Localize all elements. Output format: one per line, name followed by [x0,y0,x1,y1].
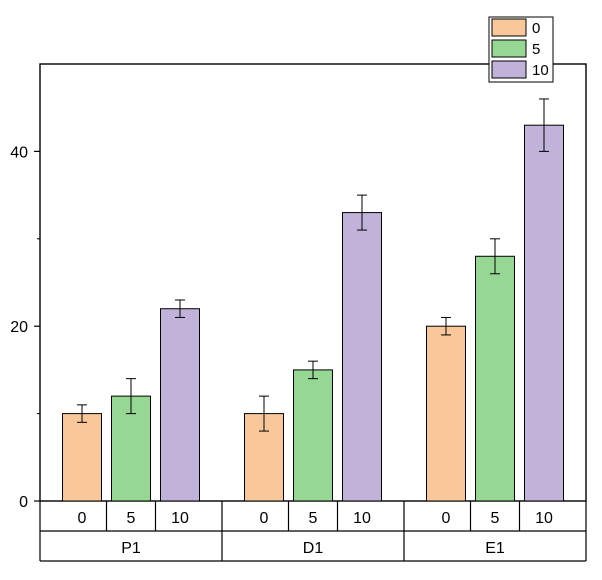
category-label: 10 [535,510,553,527]
category-label: 10 [171,510,189,527]
legend-swatch [491,60,527,79]
bar [342,212,382,502]
group-label: D1 [303,540,324,557]
y-tick-label: 0 [19,494,28,511]
category-label: 0 [260,510,269,527]
legend-swatch [491,18,527,37]
category-label: 5 [309,510,318,527]
group-label: E1 [485,540,505,557]
category-label: 0 [442,510,451,527]
legend: 0 5 10 [488,16,554,83]
bar [62,413,102,502]
legend-label: 0 [532,20,540,37]
category-label: 5 [127,510,136,527]
bar [160,308,200,502]
legend-label: 5 [532,41,540,58]
group-label: P1 [121,540,141,557]
bars-layer [62,98,564,502]
x-axis-category-table: P1 0 5 10 D1 0 5 10 E1 0 5 10 [39,501,587,562]
y-tick-label: 40 [10,144,28,161]
bar [475,255,515,502]
category-label: 0 [78,510,87,527]
legend-label: 10 [532,62,549,79]
bar [426,325,466,502]
category-label: 5 [491,510,500,527]
y-axis: 0 20 40 [10,144,40,511]
category-label: 10 [353,510,371,527]
y-tick-label: 20 [10,319,28,336]
legend-swatch [491,39,527,58]
bar [524,124,564,502]
bar [293,369,333,502]
